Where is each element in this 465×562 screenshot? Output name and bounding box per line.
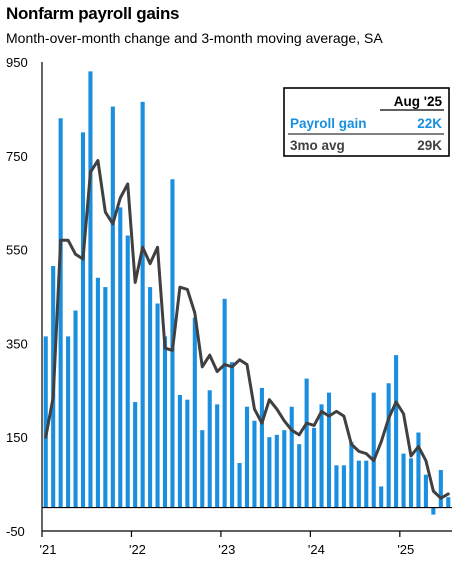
x-tick-label: '23 — [218, 542, 235, 557]
legend-box: Aug '25 Payroll gain 22K 3mo avg 29K — [283, 87, 450, 157]
payroll-bar — [334, 465, 339, 508]
x-tick-label: '22 — [129, 542, 146, 557]
payroll-bar — [133, 402, 138, 508]
payroll-bar — [177, 394, 182, 508]
payroll-bar — [394, 355, 399, 508]
legend-header: Aug '25 — [394, 94, 443, 109]
y-tick-label: 350 — [6, 336, 28, 351]
payroll-bar — [438, 470, 443, 508]
payroll-bar — [446, 497, 451, 508]
x-tick-label: '24 — [308, 542, 325, 557]
y-tick-label: 150 — [6, 430, 28, 445]
payroll-bar — [66, 336, 71, 508]
payroll-bar — [103, 287, 108, 508]
payroll-bar — [423, 474, 428, 508]
payroll-bar — [95, 277, 100, 508]
payroll-bar — [230, 362, 235, 508]
line-series — [44, 158, 450, 500]
payroll-bar — [140, 101, 145, 508]
payroll-bar — [274, 434, 279, 508]
payroll-bar — [416, 432, 421, 508]
payroll-bar — [386, 383, 391, 508]
payroll-bar — [326, 392, 332, 508]
legend-avg-value: 29K — [417, 138, 442, 153]
y-tick-label: 950 — [6, 55, 28, 70]
payroll-bar — [110, 106, 115, 508]
payroll-bar — [80, 132, 86, 508]
payroll-bar — [155, 303, 160, 508]
payroll-bar — [244, 406, 250, 508]
payroll-bar — [356, 460, 361, 508]
payroll-bar — [349, 441, 354, 508]
payroll-bar — [364, 460, 369, 508]
payroll-bar — [297, 444, 302, 508]
payroll-bar — [207, 390, 212, 508]
legend-payroll-value: 22K — [417, 116, 442, 131]
axes — [41, 62, 452, 532]
payroll-bar — [401, 453, 406, 508]
payroll-bar — [215, 404, 220, 508]
payroll-bar — [371, 392, 376, 508]
payroll-bar — [125, 235, 130, 508]
y-tick-label: 550 — [6, 243, 28, 258]
payroll-bar — [185, 399, 190, 508]
payroll-bar — [192, 317, 197, 508]
payroll-bar — [312, 427, 317, 508]
payroll-bar — [304, 378, 309, 508]
payroll-bar — [319, 404, 324, 508]
payroll-bar — [43, 336, 48, 508]
y-tick-label: -50 — [6, 524, 25, 539]
payroll-bar — [118, 207, 123, 508]
payroll-bar — [148, 287, 153, 508]
payroll-bar — [379, 486, 384, 508]
payroll-bar — [259, 387, 264, 508]
x-tick-labels: '21 '22 '23 '24 '25 — [40, 531, 414, 557]
payroll-bar — [58, 118, 63, 508]
payroll-bar — [252, 420, 257, 508]
moving-average-line — [44, 158, 450, 500]
payroll-bar — [200, 430, 205, 508]
legend-frame — [283, 87, 450, 157]
payroll-bar — [73, 310, 78, 508]
payroll-bar — [289, 406, 294, 508]
payroll-bar — [162, 336, 168, 508]
payroll-bar — [341, 465, 346, 508]
y-tick-labels: 950 750 550 350 150 -50 — [6, 55, 28, 539]
payroll-bar — [408, 458, 414, 508]
y-tick-label: 750 — [6, 149, 28, 164]
payroll-bar — [222, 298, 227, 508]
chart-subtitle: Month-over-month change and 3-month movi… — [6, 30, 383, 46]
payroll-bar — [267, 437, 272, 508]
payroll-bar — [237, 463, 242, 508]
x-tick-label: '25 — [397, 542, 414, 557]
payroll-bar — [282, 430, 287, 508]
payroll-bar — [431, 507, 436, 515]
legend-payroll-label: Payroll gain — [290, 116, 367, 131]
x-tick-label: '21 — [40, 542, 57, 557]
bar-series — [43, 71, 451, 515]
legend-avg-label: 3mo avg — [290, 138, 345, 153]
payroll-bar — [88, 71, 93, 508]
chart-title: Nonfarm payroll gains — [6, 4, 180, 23]
